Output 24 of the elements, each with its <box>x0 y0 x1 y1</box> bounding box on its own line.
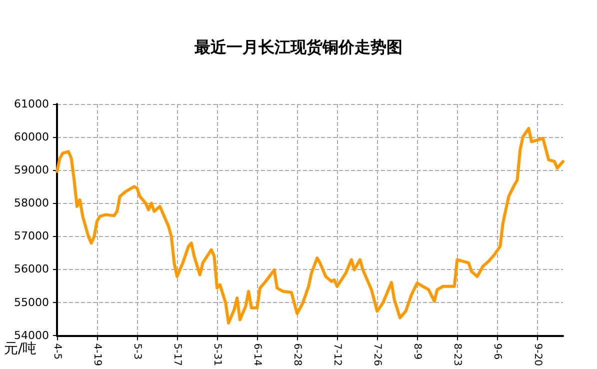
x-tick-label: 8-9 <box>412 343 423 360</box>
x-tick-label: 4-5 <box>52 343 62 360</box>
x-tick-label: 6-28 <box>292 343 303 366</box>
y-tick-label: 60000 <box>14 130 49 144</box>
x-tick-label: 4-19 <box>92 343 103 366</box>
y-tick-label: 54000 <box>14 328 49 342</box>
x-tick-label: 9-6 <box>492 343 503 360</box>
x-tick-label: 5-31 <box>212 343 223 366</box>
x-tick-label: 5-17 <box>172 343 183 366</box>
x-tick-label: 6-14 <box>252 343 263 366</box>
line-series <box>56 126 564 325</box>
chart-title: 最近一月长江现货铜价走势图 <box>194 38 402 56</box>
y-tick-label: 58000 <box>14 196 49 210</box>
x-tick-label: 7-12 <box>332 343 343 366</box>
y-tick-label: 56000 <box>14 262 49 276</box>
y-tick-label: 61000 <box>14 98 49 110</box>
y-axis-title: 元/吨 <box>4 341 37 357</box>
x-tick-label: 9-20 <box>532 343 543 366</box>
x-tick-label: 7-26 <box>372 343 383 366</box>
y-tick-label: 59000 <box>14 164 49 177</box>
y-tick-label: 57000 <box>14 230 49 243</box>
x-tick-label: 8-23 <box>452 343 463 366</box>
x-tick-label: 5-3 <box>132 343 143 360</box>
y-tick-label: 55000 <box>14 296 49 309</box>
